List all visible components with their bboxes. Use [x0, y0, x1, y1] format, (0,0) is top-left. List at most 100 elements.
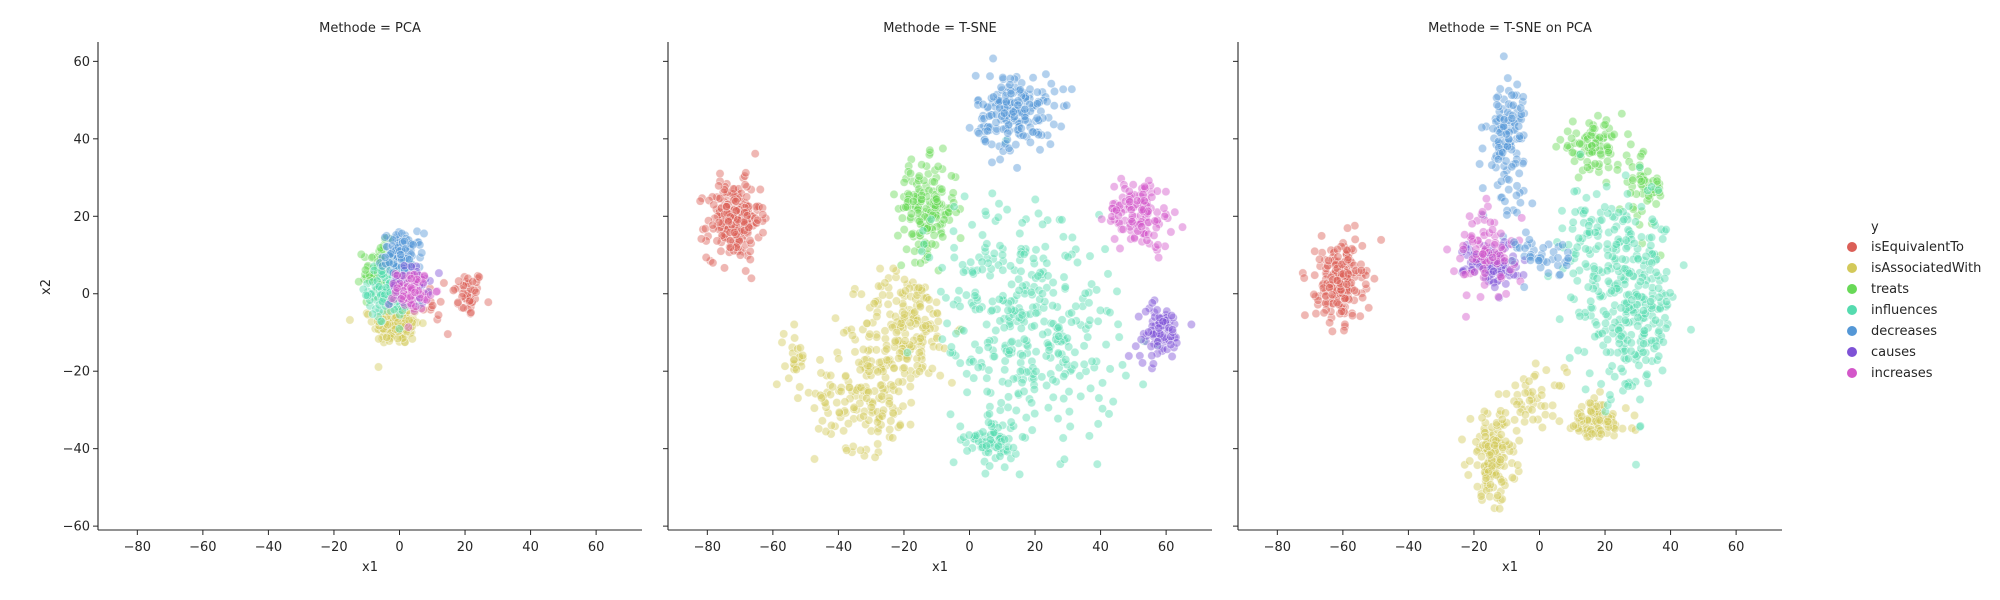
data-point-isEquivalentTo	[450, 284, 460, 294]
data-point-decreases	[1005, 80, 1015, 90]
data-point-isAssociatedWith	[1541, 365, 1551, 375]
data-point-influences	[1065, 421, 1075, 432]
data-point-influences	[1654, 351, 1664, 361]
data-point-influences	[1636, 202, 1646, 212]
data-point-isAssociatedWith	[906, 398, 916, 408]
data-point-isAssociatedWith	[1480, 432, 1490, 442]
data-point-influences	[1592, 320, 1602, 330]
data-point-influences	[1586, 296, 1596, 306]
data-point-isAssociatedWith	[1481, 473, 1491, 483]
data-point-isEquivalentTo	[1357, 241, 1367, 251]
data-point-influences	[937, 263, 947, 273]
data-point-influences	[1059, 394, 1069, 404]
data-point-influences	[1635, 277, 1645, 287]
y-tick-label: 20	[73, 210, 90, 225]
data-point-increases	[1111, 205, 1121, 215]
data-point-influences	[977, 257, 987, 267]
data-point-isAssociatedWith	[915, 302, 925, 312]
data-point-influences	[948, 226, 959, 236]
data-point-isEquivalentTo	[1333, 252, 1343, 262]
data-point-isAssociatedWith	[905, 318, 915, 328]
x-tick-label: −60	[189, 540, 216, 555]
data-point-treats	[896, 260, 906, 270]
data-point-isAssociatedWith	[844, 382, 855, 393]
data-point-isAssociatedWith	[1548, 400, 1558, 410]
data-point-influences	[1581, 244, 1591, 254]
data-point-isAssociatedWith	[1524, 376, 1534, 386]
data-point-isEquivalentTo	[712, 236, 722, 246]
data-point-treats	[915, 258, 926, 268]
data-point-isAssociatedWith	[849, 402, 859, 413]
data-point-increases	[1478, 249, 1488, 259]
data-point-influences	[1609, 225, 1619, 235]
data-point-isAssociatedWith	[834, 407, 844, 417]
x-axis-ticks: −80 −60 −40 −20 0 20 40 60	[694, 530, 1174, 555]
data-point-causes	[1166, 340, 1176, 350]
data-point-decreases	[1013, 100, 1023, 110]
data-point-influences	[1654, 283, 1664, 293]
data-point-isEquivalentTo	[725, 243, 735, 253]
data-point-isAssociatedWith	[872, 311, 882, 322]
data-point-decreases	[1527, 198, 1537, 208]
data-point-isEquivalentTo	[1319, 308, 1329, 318]
data-point-influences	[1581, 384, 1591, 394]
data-point-treats	[907, 229, 917, 239]
data-point-influences	[955, 421, 965, 431]
data-point-isAssociatedWith	[817, 393, 827, 403]
data-point-influences	[994, 294, 1004, 304]
data-point-decreases	[1553, 253, 1563, 263]
data-point-isAssociatedWith	[826, 420, 837, 431]
data-point-influences	[1031, 347, 1041, 357]
data-point-isEquivalentTo	[728, 184, 739, 194]
data-point-treats	[1636, 176, 1646, 186]
data-point-influences	[1600, 318, 1611, 328]
data-point-treats	[914, 216, 925, 226]
data-point-isEquivalentTo	[746, 273, 756, 283]
data-point-treats	[1574, 172, 1584, 183]
data-point-decreases	[1025, 137, 1035, 147]
data-point-isEquivalentTo	[1343, 255, 1353, 265]
data-point-influences	[996, 398, 1006, 408]
data-point-influences	[1646, 240, 1656, 251]
data-point-influences	[989, 248, 999, 259]
data-point-isAssociatedWith	[1497, 477, 1507, 487]
data-point-influences	[1631, 217, 1641, 227]
data-point-treats	[360, 265, 371, 275]
data-point-isAssociatedWith	[1496, 455, 1506, 465]
data-point-increases	[1475, 292, 1486, 302]
data-point-influences	[1642, 369, 1652, 379]
data-point-influences	[1572, 276, 1582, 286]
data-point-influences	[1028, 254, 1039, 264]
data-point-treats	[931, 194, 942, 204]
data-point-influences	[1044, 345, 1054, 355]
data-point-influences	[983, 342, 993, 352]
data-point-influences	[962, 387, 972, 397]
data-point-influences	[995, 241, 1005, 251]
data-point-increases	[1487, 225, 1498, 235]
data-point-treats	[946, 171, 957, 181]
data-point-isAssociatedWith	[931, 297, 942, 307]
data-point-isAssociatedWith	[876, 380, 886, 390]
data-point-isAssociatedWith	[932, 308, 942, 318]
x-tick-label: −60	[1329, 540, 1356, 555]
data-point-influences	[1626, 338, 1636, 348]
data-point-decreases	[1515, 131, 1525, 141]
data-point-isAssociatedWith	[374, 334, 384, 344]
data-point-influences	[949, 457, 959, 467]
data-point-influences	[1048, 288, 1058, 298]
data-point-influences	[982, 373, 992, 383]
data-point-isEquivalentTo	[719, 263, 730, 273]
data-point-isAssociatedWith	[1465, 456, 1475, 466]
data-point-increases	[1496, 228, 1506, 239]
data-point-treats	[899, 225, 909, 235]
data-point-influences	[1627, 295, 1637, 305]
data-point-isAssociatedWith	[882, 344, 892, 354]
data-point-isAssociatedWith	[834, 354, 844, 364]
data-point-increases	[1137, 222, 1147, 232]
data-point-isAssociatedWith	[1472, 482, 1482, 492]
data-point-treats	[1582, 162, 1592, 172]
data-point-influences	[1117, 360, 1128, 370]
data-point-decreases	[1514, 168, 1524, 178]
data-point-influences	[1079, 341, 1089, 351]
